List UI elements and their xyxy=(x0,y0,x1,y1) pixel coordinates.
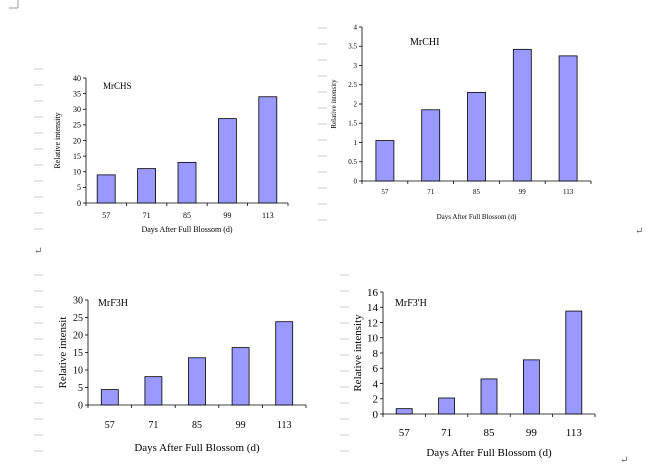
chart-mrf3h: 0 5 10 15 20 25 30 57 71 85 99 113 MrF3H Days After F… xyxy=(57,296,307,454)
y-tick-label: 30 xyxy=(73,105,81,114)
y-tick-label: 25 xyxy=(73,313,83,324)
chart-mrchi: 0 0.5 1 1.5 2 2.5 3 3.5 4 57 71 85 99 113 MrCHI Days Af… xyxy=(330,23,592,221)
y-tick-label: 20 xyxy=(73,331,83,342)
y-tick-label: 20 xyxy=(73,136,81,145)
x-axis-label: Days After Full Blossom (d) xyxy=(134,442,260,454)
x-tick-label: 99 xyxy=(519,188,527,196)
x-tick-label: 85 xyxy=(473,188,481,196)
y-tick-label: 0 xyxy=(78,401,83,412)
x-tick-label: 113 xyxy=(563,188,574,196)
y-axis-label: Relative intensity xyxy=(352,314,364,392)
y-tick-label: 0 xyxy=(77,199,81,208)
x-tick-label: 85 xyxy=(192,420,202,431)
y-tick-label: 14 xyxy=(367,302,379,314)
chart-title: MrCHS xyxy=(103,81,132,91)
bar-71 xyxy=(144,376,163,406)
x-tick-label: 113 xyxy=(277,420,292,431)
bar-71 xyxy=(421,109,441,182)
y-tick-label: 8 xyxy=(373,348,379,360)
bar-57 xyxy=(96,174,116,204)
x-tick-label: 85 xyxy=(484,427,496,439)
y-tick-label: 0 xyxy=(373,409,379,421)
x-axis-label: Days After Full Blossom (d) xyxy=(426,447,552,459)
y-tick-label: 3 xyxy=(354,62,358,70)
x-axis-label: Days After Full Blossom (d) xyxy=(437,213,517,221)
y-tick-label: 0 xyxy=(354,177,358,185)
page-corner-mark xyxy=(9,0,19,9)
x-tick-label: 57 xyxy=(105,420,115,431)
bar-57 xyxy=(100,389,119,406)
y-tick-label: 1 xyxy=(354,139,358,147)
bar-99 xyxy=(512,48,532,182)
x-tick-label: 57 xyxy=(381,188,389,196)
y-tick-label: 2 xyxy=(354,100,358,108)
x-axis-label: Days After Full Blossom (d) xyxy=(141,225,232,234)
bar-85 xyxy=(188,357,206,406)
y-tick-label: 0.5 xyxy=(348,158,357,166)
bar-99 xyxy=(217,118,237,204)
chart-title: MrF3H xyxy=(98,298,128,309)
bar-99 xyxy=(231,347,250,406)
margin-marks xyxy=(34,27,349,452)
bar-85 xyxy=(480,378,498,415)
y-tick-label: 3.5 xyxy=(348,43,357,51)
x-tick-label: 71 xyxy=(427,188,435,196)
y-tick-label: 12 xyxy=(367,317,378,329)
y-tick-label: 6 xyxy=(373,363,379,375)
x-tick-label: 113 xyxy=(566,427,583,439)
y-tick-label: 2.5 xyxy=(348,81,357,89)
bar-113 xyxy=(258,96,278,204)
bar-113 xyxy=(565,310,583,415)
x-tick-label: 71 xyxy=(143,211,151,220)
y-tick-label: 40 xyxy=(73,74,81,83)
return-mark-3: ↵ xyxy=(620,455,628,465)
y-tick-label: 4 xyxy=(373,378,379,390)
bar-57 xyxy=(375,140,395,182)
return-mark-1: ↵ xyxy=(34,246,42,257)
y-tick-label: 15 xyxy=(73,348,83,359)
bar-99 xyxy=(523,359,540,415)
y-tick-label: 16 xyxy=(367,287,379,299)
y-tick-label: 4 xyxy=(354,23,358,31)
y-axis-label: Relative intensity xyxy=(330,79,338,129)
x-tick-label: 71 xyxy=(148,420,158,431)
x-tick-label: 71 xyxy=(441,427,452,439)
x-tick-label: 85 xyxy=(183,211,191,220)
y-tick-label: 5 xyxy=(78,383,83,394)
bar-85 xyxy=(467,92,486,182)
y-tick-label: 2 xyxy=(373,394,379,406)
y-tick-label: 25 xyxy=(73,121,81,130)
chart-mrchs: 0 5 10 15 20 25 30 35 40 57 71 85 99 113 MrCHS Days Aft… xyxy=(53,74,289,234)
x-tick-label: 99 xyxy=(526,427,538,439)
y-tick-label: 35 xyxy=(73,89,81,98)
y-tick-label: 1.5 xyxy=(348,120,357,128)
y-tick-label: 10 xyxy=(73,366,83,377)
y-tick-label: 10 xyxy=(367,333,379,345)
bar-113 xyxy=(275,321,294,406)
chart-mrf3prime-h: 0 2 4 6 8 10 12 14 16 57 71 85 99 113 MrF3'H Days After… xyxy=(352,287,596,459)
x-tick-label: 57 xyxy=(399,427,411,439)
bar-71 xyxy=(438,397,456,415)
bar-113 xyxy=(558,55,578,182)
y-axis-label: Relative intensity xyxy=(53,112,62,168)
x-tick-label: 57 xyxy=(102,211,110,220)
chart-title: MrF3'H xyxy=(395,298,427,309)
y-tick-label: 5 xyxy=(77,183,81,192)
y-tick-label: 15 xyxy=(73,152,81,161)
x-tick-label: 99 xyxy=(236,420,246,431)
y-tick-label: 10 xyxy=(73,168,81,177)
chart-title: MrCHI xyxy=(410,37,439,48)
return-mark-2: ↵ xyxy=(635,226,643,237)
x-tick-label: 113 xyxy=(262,211,274,220)
bar-57 xyxy=(395,408,413,415)
bar-71 xyxy=(137,168,157,204)
x-tick-label: 99 xyxy=(223,211,231,220)
bar-85 xyxy=(177,161,197,204)
y-tick-label: 30 xyxy=(73,296,83,307)
y-axis-label: Relative intensit xyxy=(57,317,69,389)
